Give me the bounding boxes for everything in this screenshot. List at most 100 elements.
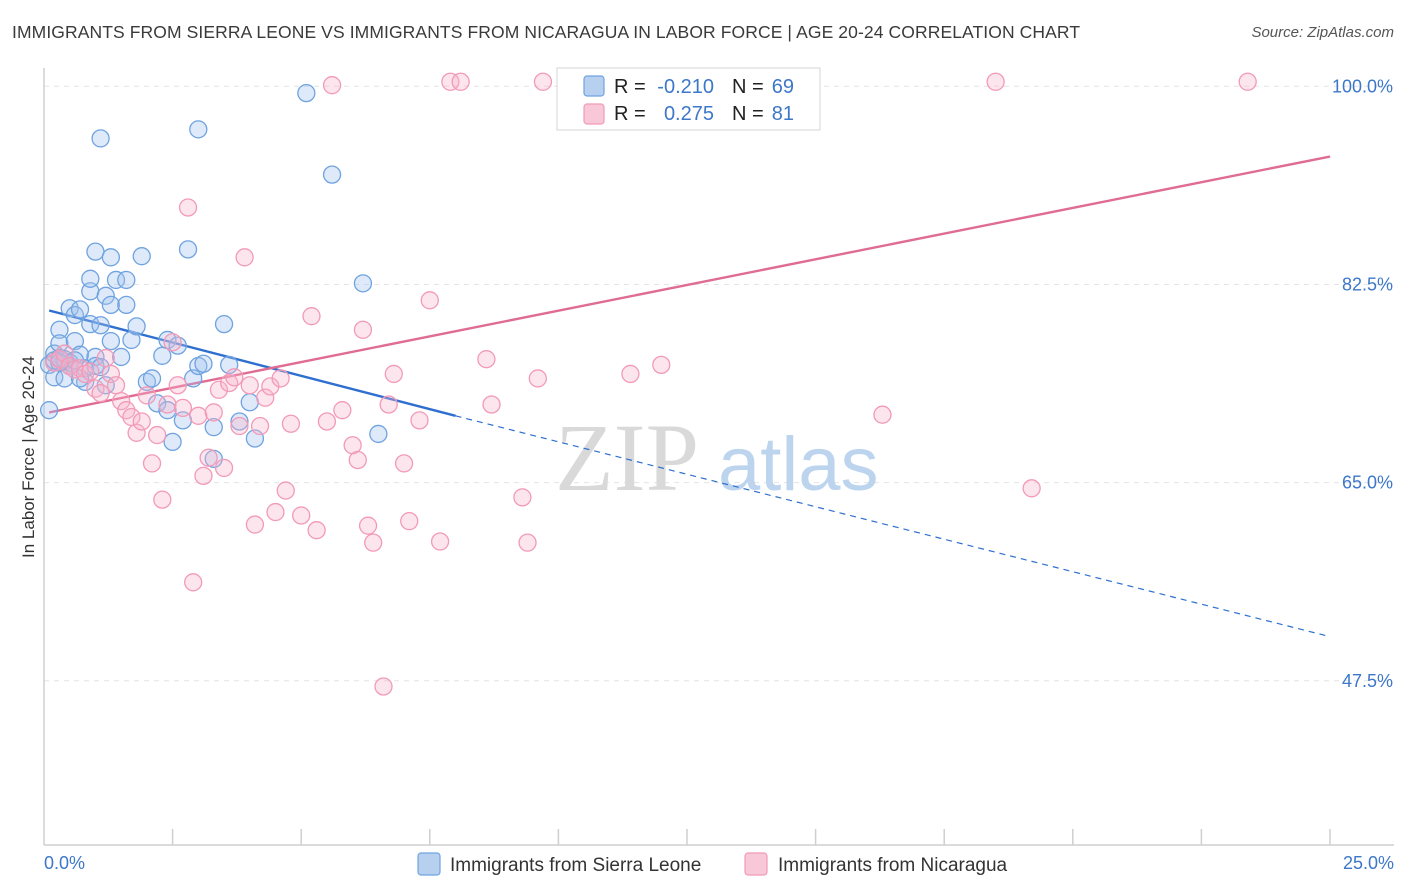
data-point <box>158 401 177 420</box>
data-point <box>358 516 378 535</box>
data-point <box>348 450 367 470</box>
data-point <box>379 395 398 414</box>
data-point <box>91 129 110 148</box>
data-point <box>142 454 162 473</box>
source-credit: Source: ZipAtlas.com <box>1251 24 1394 41</box>
data-point <box>91 316 110 335</box>
data-point <box>245 515 265 534</box>
data-points <box>39 72 1257 696</box>
data-point <box>451 72 470 91</box>
data-point <box>158 395 177 414</box>
data-point <box>256 388 275 407</box>
y-axis-label: In Labor Force | Age 20-24 <box>19 356 38 558</box>
data-point <box>132 412 151 431</box>
data-point <box>240 376 259 395</box>
data-point <box>173 398 193 418</box>
data-point <box>317 412 337 431</box>
data-point <box>230 412 249 431</box>
data-point <box>322 76 342 95</box>
data-point <box>394 454 414 473</box>
data-point <box>1022 479 1041 498</box>
data-point <box>652 355 671 375</box>
data-point <box>292 506 311 525</box>
data-point <box>384 364 403 384</box>
series-1-points <box>45 72 1257 696</box>
legend-n-value-1: 69 <box>772 76 794 98</box>
data-point <box>91 384 110 403</box>
trend-lines <box>48 155 1331 638</box>
data-point <box>194 466 213 485</box>
x-axis-tick-labels: 0.0% 25.0% <box>44 853 1394 873</box>
legend-r-label-1: R = <box>614 76 646 98</box>
data-point <box>297 83 316 103</box>
trend-line-series-1 <box>48 155 1331 414</box>
data-point <box>199 448 218 467</box>
data-point <box>214 458 234 478</box>
data-point <box>518 533 537 552</box>
data-point <box>528 369 547 388</box>
data-point <box>148 425 167 445</box>
data-point <box>533 72 553 91</box>
data-point <box>441 72 460 91</box>
data-point <box>86 242 105 261</box>
data-point <box>420 291 439 310</box>
data-point <box>101 248 121 267</box>
data-point <box>430 532 450 551</box>
data-point <box>127 423 146 442</box>
data-point <box>410 411 429 430</box>
data-point <box>225 368 244 387</box>
data-point <box>276 481 295 500</box>
y-axis-tick-labels: 100.0% 82.5% 65.0% 47.5% <box>1332 76 1393 690</box>
legend-r-label-2: R = <box>614 103 646 125</box>
data-point <box>81 269 100 288</box>
data-point <box>106 376 126 395</box>
correlation-legend: R = -0.210 N = 69 R = 0.275 N = 81 <box>556 67 821 131</box>
data-point <box>178 240 198 259</box>
y-tick-label: 100.0% <box>1332 76 1393 96</box>
y-tick-label: 82.5% <box>1342 274 1393 294</box>
data-point <box>65 331 85 351</box>
data-point <box>220 373 239 393</box>
data-point <box>230 416 249 436</box>
data-point <box>117 270 136 290</box>
data-point <box>240 393 259 412</box>
data-point <box>163 333 182 352</box>
data-point <box>189 120 208 139</box>
data-point <box>112 391 131 411</box>
watermark: ZIP atlas <box>555 404 879 511</box>
data-point <box>101 364 121 384</box>
data-point <box>153 490 172 509</box>
data-point <box>482 395 501 414</box>
data-point <box>163 432 182 452</box>
series-swatch-sierra-leone <box>417 852 441 876</box>
data-point <box>477 350 496 369</box>
data-point <box>81 362 100 381</box>
data-point <box>353 274 373 293</box>
data-point <box>168 336 187 355</box>
data-point <box>91 357 110 377</box>
watermark-zip: ZIP <box>555 404 699 511</box>
legend-n-value-2: 81 <box>772 103 794 125</box>
legend-r-value-2: 0.275 <box>664 103 714 125</box>
data-point <box>204 403 223 422</box>
data-point <box>65 305 85 325</box>
data-point <box>621 364 640 384</box>
data-point <box>70 300 90 319</box>
chart-title: IMMIGRANTS FROM SIERRA LEONE VS IMMIGRAN… <box>12 22 1081 42</box>
data-point <box>281 414 301 433</box>
data-point <box>250 416 270 436</box>
x-axis-ticks <box>171 829 1331 845</box>
legend-r-value-1: -0.210 <box>657 76 714 98</box>
data-point <box>364 533 383 552</box>
data-point <box>400 511 419 531</box>
data-point <box>307 521 326 540</box>
data-point <box>353 320 373 339</box>
data-point <box>96 348 115 368</box>
axes <box>43 68 1394 846</box>
data-point <box>322 165 342 184</box>
data-point <box>986 72 1005 91</box>
x-tick-label: 25.0% <box>1343 853 1394 873</box>
data-point <box>184 573 203 592</box>
legend-n-label-2: N = <box>732 103 764 125</box>
legend-n-label-1: N = <box>732 76 764 98</box>
